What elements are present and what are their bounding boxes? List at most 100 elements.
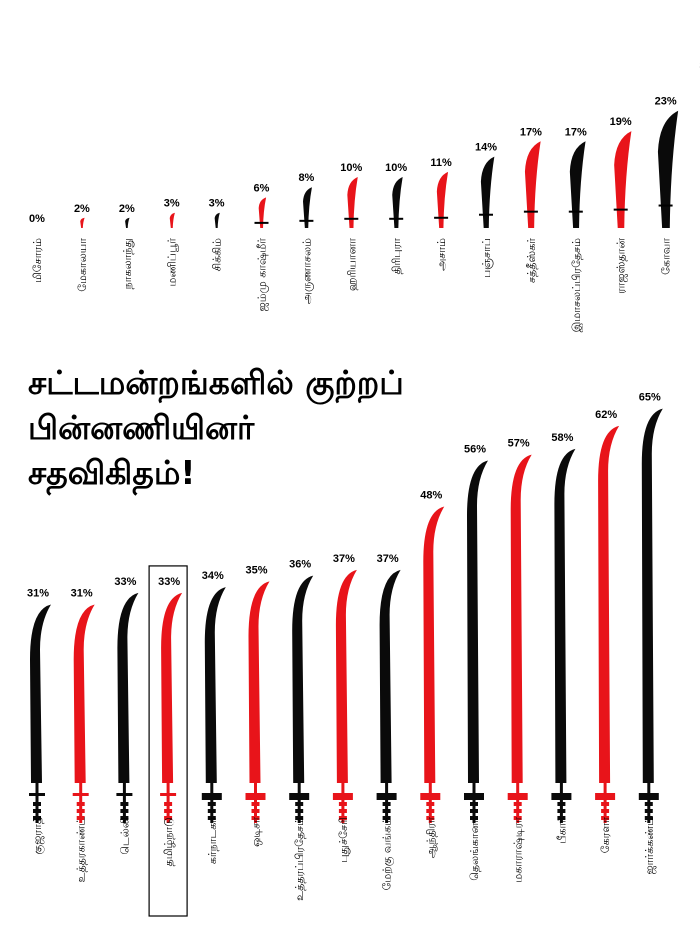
bottom-bar-14-label: கேரளா: [599, 817, 612, 853]
top-bar-10-value: 11%: [430, 157, 452, 169]
bottom-bar-15-value: 65%: [639, 392, 661, 404]
top-bar-10: 11% அசாம்: [430, 157, 452, 271]
top-bar-11: 14% பஞ்சாப்: [475, 142, 497, 278]
bottom-bar-1-value: 31%: [27, 587, 49, 599]
bottom-bar-1-grip-band-1: [33, 802, 41, 806]
bottom-bar-11-grip-band-1: [470, 802, 478, 806]
top-bar-7: 8% அருணாசலம்: [298, 172, 314, 304]
bottom-bar-2-label: உத்தரகாண்ட்: [75, 817, 88, 883]
top-bar-8-label: ஹரியானா: [345, 238, 358, 291]
bottom-bar-11-grip-band-3: [470, 816, 478, 820]
bottom-bar-12-grip-band-1: [513, 802, 522, 806]
bottom-bar-8-blade: [335, 569, 357, 783]
bottom-bar-10-grip-band-3: [426, 816, 435, 820]
top-bar-5: 3% சிக்கிம்: [209, 198, 225, 272]
bottom-bar-10: 48% ஆந்திரா: [420, 490, 445, 858]
bottom-bar-7-label: உத்தரப்பிரதேசம்: [293, 817, 306, 901]
top-bar-13-label: இமாசலப்பிரதேசம்: [570, 238, 583, 332]
top-bar-3: 2% நாகலாந்து: [119, 203, 135, 290]
top-bar-13-blade: [569, 141, 586, 228]
top-bar-8-value: 10%: [340, 162, 362, 174]
bottom-bar-14: 62% கேரளா: [595, 409, 620, 853]
bottom-bar-10-grip-band-1: [426, 802, 435, 806]
bottom-bar-2-grip-band-1: [76, 802, 85, 806]
bottom-bar-6-label: ஒடிசா: [250, 817, 263, 847]
bottom-bar-5-label: கர்நாடகா: [206, 817, 219, 864]
top-bar-13: 17% இமாசலப்பிரதேசம்: [565, 126, 587, 332]
top-bar-10-guard: [434, 216, 449, 219]
top-bar-4-value: 3%: [164, 198, 180, 210]
bottom-bar-15-label: ஜார்க்கண்ட்: [643, 817, 657, 875]
top-bar-12-value: 17%: [520, 126, 542, 138]
bottom-bar-15-grip-band-3: [644, 816, 653, 820]
bottom-bar-12: 57% மகாராஷ்டிரா: [508, 438, 532, 883]
bottom-bar-11-grip-band-2: [470, 809, 478, 813]
bottom-bar-15-blade: [641, 408, 663, 783]
bottom-bar-5-blade: [204, 587, 226, 783]
bottom-bar-2: 31% உத்தரகாண்ட்: [71, 587, 95, 883]
top-bar-9-value: 10%: [385, 162, 407, 174]
bottom-bar-14-grip-band-2: [601, 809, 610, 813]
bottom-bar-14-grip-band-3: [601, 816, 610, 820]
top-bar-6-guard: [254, 221, 269, 224]
top-bar-12: 17% சத்தீஸ்கர்: [520, 126, 542, 283]
headline-line-2: பின்னணியினர்: [28, 408, 255, 447]
top-bar-13-guard: [568, 210, 583, 213]
bottom-bar-14-grip-band-1: [601, 802, 610, 806]
top-bar-15: 23% கோவா: [655, 96, 679, 275]
bottom-bar-4-grip-band-3: [164, 816, 173, 820]
bottom-bar-2-blade: [73, 604, 95, 783]
bottom-bar-9-blade: [379, 569, 401, 783]
top-bar-6: 6% ஜம்மு காஷ்மீர்: [254, 182, 270, 311]
bottom-bar-13-value: 58%: [551, 432, 573, 444]
bottom-bar-9-grip-band-1: [382, 802, 391, 806]
bottom-bar-1-grip-band-2: [33, 809, 41, 813]
top-bar-3-label: நாகலாந்து: [121, 238, 134, 289]
top-bar-7-label: அருணாசலம்: [300, 238, 313, 304]
bottom-bar-14-blade: [598, 425, 620, 783]
bottom-bar-15-grip-band-1: [644, 802, 653, 806]
bottom-bar-1-label: குஜராத்: [31, 817, 46, 854]
bottom-bar-2-grip-band-3: [76, 816, 85, 820]
bottom-bar-9-grip-band-2: [382, 809, 391, 813]
bottom-bar-1: 31% குஜராத்: [27, 587, 51, 854]
bottom-bar-11-label: தெலங்கானா: [468, 817, 481, 881]
bottom-bar-5: 34% கர்நாடகா: [202, 570, 226, 864]
bottom-bar-2-value: 31%: [71, 587, 93, 599]
top-bar-5-value: 3%: [209, 198, 225, 210]
top-bar-10-blade: [436, 171, 449, 228]
top-bar-14-label: ராஜஸ்தான்: [615, 238, 629, 294]
top-bar-5-label: சிக்கிம்: [211, 238, 224, 272]
top-bar-9: 10% திரிபுரா: [385, 162, 407, 275]
bottom-bar-12-blade: [510, 454, 532, 783]
top-bar-10-label: அசாம்: [435, 238, 448, 271]
bottom-bar-7-grip-band-3: [295, 816, 304, 820]
bottom-bar-8-grip-band-1: [338, 802, 347, 806]
bottom-bar-7-grip-band-1: [295, 802, 304, 806]
bottom-bar-12-grip-band-3: [513, 816, 522, 820]
headline-line-1: சட்டமன்றங்களில் குற்றப்: [28, 363, 404, 402]
bottom-bar-4-value: 33%: [158, 576, 180, 588]
top-bar-11-label: பஞ்சாப்: [480, 238, 493, 278]
bottom-bar-8-grip-band-3: [338, 816, 347, 820]
bottom-bar-11-value: 56%: [464, 443, 486, 455]
bottom-bar-10-grip-band-2: [426, 809, 435, 813]
bottom-bar-10-value: 48%: [420, 490, 442, 502]
bottom-bar-4-blade: [161, 592, 183, 783]
bottom-bar-6-blade: [248, 581, 270, 783]
top-bar-11-value: 14%: [475, 142, 497, 154]
top-bar-2-blade: [80, 217, 85, 228]
bottom-bar-4-grip-band-1: [164, 802, 173, 806]
top-bar-14-guard: [613, 208, 628, 211]
bottom-bar-1-blade: [30, 604, 51, 783]
bottom-bar-15-grip-band-2: [644, 809, 653, 813]
bottom-bar-13-grip-band-1: [557, 802, 566, 806]
bottom-bar-5-grip-band-2: [207, 809, 216, 813]
top-bar-15-blade: [657, 110, 679, 228]
top-bar-12-label: சத்தீஸ்கர்: [525, 238, 538, 283]
bottom-bar-7-blade: [292, 575, 314, 783]
top-bar-14-blade: [614, 131, 632, 228]
bottom-bar-3: 33% டெல்லி: [114, 576, 139, 855]
bottom-bar-7-grip-band-2: [295, 809, 304, 813]
top-bar-15-label: கோவா: [660, 238, 673, 275]
